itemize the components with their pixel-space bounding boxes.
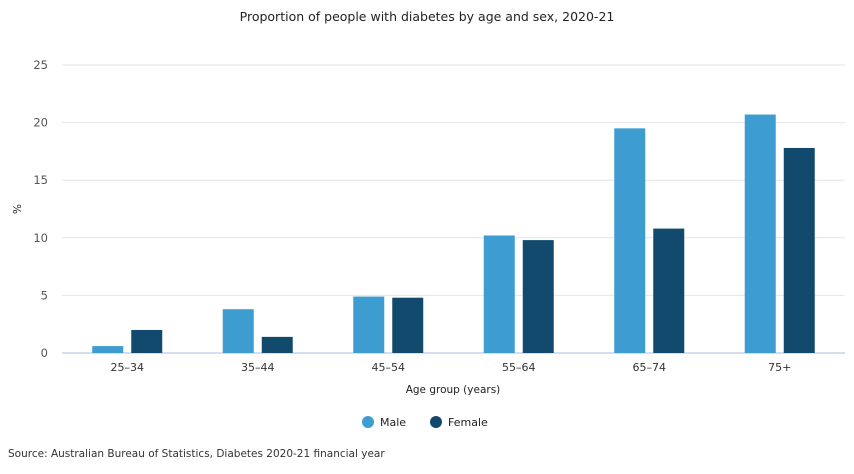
legend-marker-female bbox=[430, 416, 442, 428]
y-tick-label: 0 bbox=[41, 346, 48, 360]
bar-male bbox=[353, 296, 385, 353]
x-axis-label: Age group (years) bbox=[406, 384, 501, 396]
bar-female bbox=[261, 336, 293, 353]
bar-male bbox=[92, 346, 124, 353]
x-tick-label: 35–44 bbox=[241, 361, 275, 374]
y-tick-label: 25 bbox=[33, 58, 48, 72]
y-tick-label: 20 bbox=[33, 116, 48, 130]
bar-female bbox=[783, 147, 815, 353]
x-tick-label: 65–74 bbox=[633, 361, 667, 374]
x-tick-label: 45–54 bbox=[372, 361, 406, 374]
source-note: Source: Australian Bureau of Statistics,… bbox=[8, 448, 385, 460]
bar-female bbox=[392, 297, 424, 353]
bar-male bbox=[483, 235, 515, 353]
y-axis-label: % bbox=[12, 204, 24, 214]
x-tick-label: 25–34 bbox=[111, 361, 145, 374]
x-tick-label: 55–64 bbox=[502, 361, 536, 374]
x-tick-label: 75+ bbox=[768, 361, 791, 374]
legend-marker-male bbox=[362, 416, 374, 428]
bar-female bbox=[522, 240, 554, 353]
legend-label-male: Male bbox=[380, 416, 406, 429]
bar-female bbox=[653, 228, 685, 353]
y-tick-label: 10 bbox=[33, 231, 48, 245]
bar-male bbox=[614, 128, 646, 353]
legend-label-female: Female bbox=[448, 416, 488, 429]
y-tick-label: 15 bbox=[33, 173, 48, 187]
chart-title: Proportion of people with diabetes by ag… bbox=[240, 9, 615, 24]
bar-female bbox=[131, 329, 163, 353]
y-tick-label: 5 bbox=[41, 288, 48, 302]
bar-male bbox=[744, 114, 776, 353]
bar-male bbox=[222, 309, 254, 353]
